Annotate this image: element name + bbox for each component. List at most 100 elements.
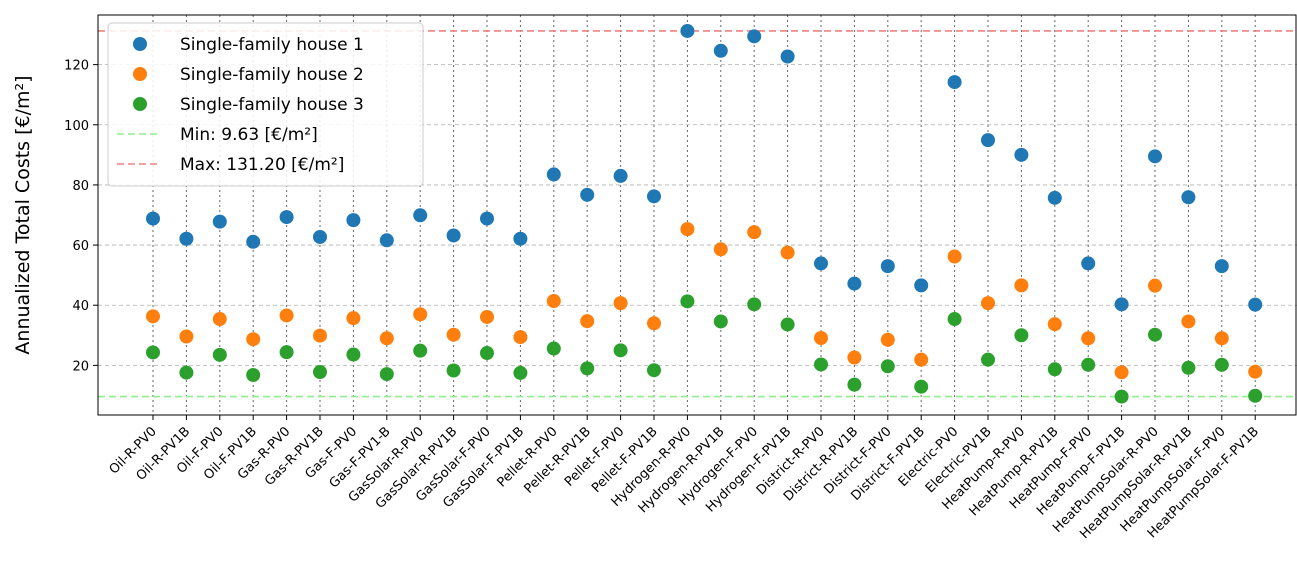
data-point-series-3 — [1248, 388, 1263, 403]
data-point-series-3 — [647, 363, 661, 378]
data-point-series-3 — [1047, 362, 1062, 377]
data-point-series-1 — [212, 214, 227, 229]
data-point-series-1 — [1248, 297, 1263, 312]
data-point-series-1 — [1181, 190, 1196, 205]
data-point-series-3 — [313, 364, 327, 379]
data-point-series-3 — [680, 294, 695, 309]
data-point-series-1 — [546, 167, 561, 182]
data-point-series-1 — [780, 49, 795, 64]
data-point-series-1 — [713, 43, 728, 58]
data-point-series-3 — [1214, 357, 1229, 372]
data-point-series-1 — [613, 168, 628, 183]
data-point-series-2 — [146, 309, 160, 324]
data-points — [146, 23, 1263, 404]
data-point-series-3 — [981, 352, 995, 367]
data-point-series-2 — [880, 332, 895, 347]
legend-label: Min: 9.63 [€/m²] — [180, 125, 318, 145]
data-point-series-3 — [580, 361, 595, 376]
legend-box — [107, 22, 424, 187]
data-point-series-2 — [1047, 317, 1062, 332]
data-point-series-1 — [146, 211, 160, 226]
data-point-series-2 — [1214, 331, 1229, 346]
data-point-series-3 — [880, 359, 895, 374]
y-axis: 20 40 60 80 100 120 — [64, 59, 98, 374]
y-axis-label: Annualized Total Costs [€/m²] — [12, 75, 34, 354]
data-point-series-1 — [246, 234, 261, 249]
data-point-series-2 — [847, 350, 862, 365]
data-point-series-1 — [880, 259, 895, 274]
data-point-series-2 — [680, 222, 695, 237]
data-point-series-2 — [546, 294, 561, 309]
data-point-series-1 — [847, 276, 862, 291]
data-point-series-1 — [1214, 259, 1229, 274]
data-point-series-3 — [480, 346, 494, 361]
data-point-series-3 — [947, 312, 962, 327]
legend-marker — [133, 97, 147, 111]
plot-area — [97, 14, 1297, 416]
legend: Single-family house 1 Single-family house… — [107, 22, 424, 187]
data-point-series-3 — [513, 365, 528, 380]
y-tick-label: 40 — [72, 299, 89, 314]
data-point-series-1 — [981, 133, 995, 148]
data-point-series-3 — [246, 368, 261, 382]
data-point-series-2 — [379, 331, 394, 346]
data-point-series-2 — [1014, 278, 1029, 293]
data-point-series-1 — [1114, 297, 1129, 312]
data-point-series-1 — [747, 29, 762, 44]
data-point-series-2 — [413, 307, 428, 322]
data-point-series-3 — [1181, 360, 1196, 375]
data-point-series-2 — [513, 330, 528, 345]
data-point-series-3 — [747, 297, 762, 312]
data-point-series-2 — [914, 352, 929, 367]
data-point-series-2 — [747, 225, 762, 240]
y-tick-label: 100 — [64, 119, 89, 134]
data-point-series-2 — [713, 242, 728, 257]
data-point-series-3 — [1114, 389, 1129, 404]
data-point-series-3 — [279, 345, 294, 360]
data-point-series-1 — [313, 229, 327, 244]
data-point-series-3 — [379, 367, 394, 382]
data-point-series-1 — [279, 210, 294, 225]
data-point-series-3 — [847, 377, 862, 392]
data-point-series-2 — [1081, 331, 1096, 346]
data-point-series-2 — [780, 245, 795, 260]
legend-marker — [133, 37, 147, 51]
x-axis: Oil-R-PV0Oil-R-PV1BOil-F-PV0Oil-F-PV1BGa… — [107, 415, 1262, 542]
data-point-series-1 — [513, 231, 528, 246]
data-point-series-3 — [179, 365, 194, 380]
data-point-series-1 — [814, 256, 828, 271]
data-point-series-2 — [480, 309, 494, 324]
legend-label: Single-family house 1 — [180, 35, 364, 55]
data-point-series-3 — [212, 347, 227, 362]
y-tick-label: 60 — [72, 239, 89, 254]
data-point-series-2 — [446, 327, 461, 342]
data-point-series-1 — [680, 23, 695, 38]
data-point-series-2 — [981, 296, 995, 311]
data-point-series-3 — [780, 317, 795, 332]
data-point-series-1 — [647, 189, 661, 204]
legend-label: Single-family house 2 — [180, 65, 364, 85]
data-point-series-3 — [1148, 327, 1162, 342]
data-point-series-3 — [613, 343, 628, 358]
data-point-series-2 — [613, 296, 628, 311]
data-point-series-1 — [914, 278, 929, 293]
data-point-series-2 — [212, 312, 227, 327]
data-point-series-1 — [379, 233, 394, 248]
data-point-series-2 — [1248, 364, 1263, 379]
data-point-series-1 — [1148, 149, 1162, 164]
data-point-series-3 — [346, 347, 361, 362]
y-tick-label: 120 — [64, 59, 89, 74]
data-point-series-1 — [346, 213, 361, 228]
data-point-series-2 — [814, 331, 828, 346]
data-point-series-1 — [580, 187, 595, 202]
data-point-series-2 — [1181, 314, 1196, 329]
data-point-series-1 — [480, 211, 494, 226]
data-point-series-3 — [1014, 328, 1029, 343]
data-point-series-2 — [1114, 365, 1129, 380]
data-point-series-1 — [446, 228, 461, 243]
data-point-series-1 — [413, 208, 428, 223]
data-point-series-3 — [146, 345, 160, 360]
data-point-series-3 — [814, 357, 828, 372]
data-point-series-2 — [279, 308, 294, 323]
